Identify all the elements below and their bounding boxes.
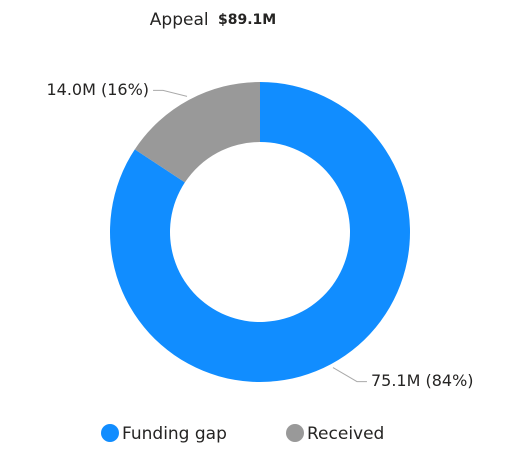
chart-title: Appeal $89.1M: [150, 10, 276, 30]
total-label: $89.1M: [218, 12, 276, 28]
leader-line: [332, 367, 367, 383]
legend-marker: [286, 424, 304, 442]
donut-slice: [110, 82, 410, 382]
leader-line: [153, 89, 188, 97]
data-label: 14.0M (16%): [46, 80, 149, 99]
legend-label: Funding gap: [122, 424, 227, 444]
legend-marker: [101, 424, 119, 442]
legend-label: Received: [307, 424, 384, 444]
title-text: Appeal: [150, 10, 209, 30]
data-label: 75.1M (84%): [371, 371, 474, 390]
donut-slice: [134, 82, 260, 183]
